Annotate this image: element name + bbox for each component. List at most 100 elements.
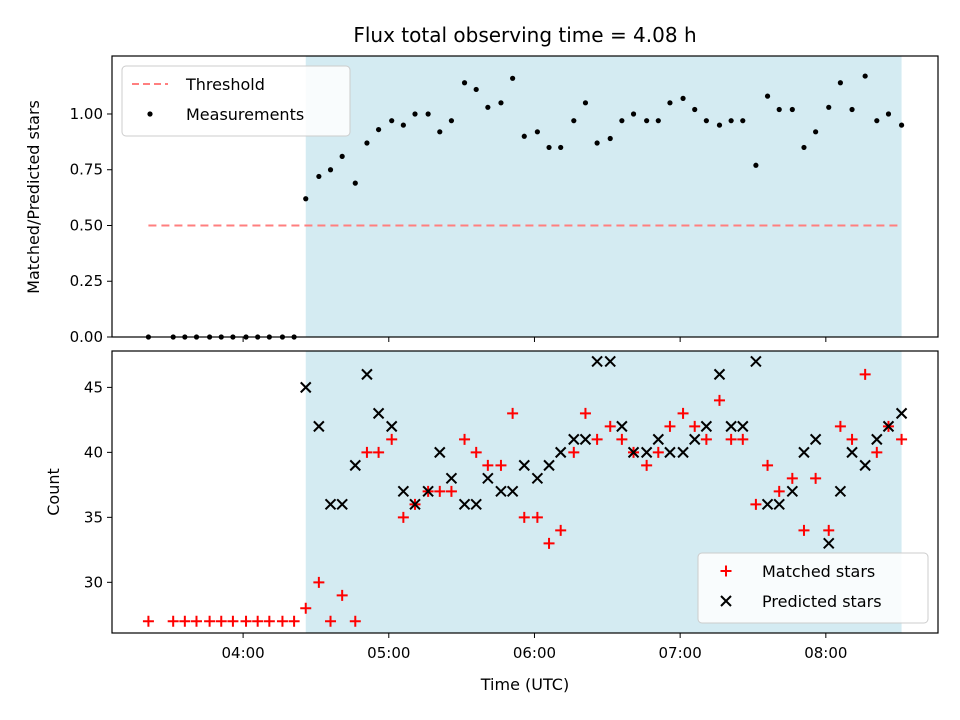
data-point-matched-stars	[215, 615, 227, 627]
data-point-matched-stars	[604, 420, 616, 432]
data-point-measurements	[885, 111, 892, 117]
y-tick-label: 45	[84, 378, 103, 396]
x-tick-label: 08:00	[804, 644, 847, 662]
data-point-predicted-stars	[859, 459, 871, 472]
data-point-predicted-stars	[677, 446, 689, 459]
data-point-measurements	[534, 129, 540, 135]
data-point-matched-stars	[263, 615, 275, 627]
data-point-measurements	[630, 111, 637, 117]
data-point-measurements	[412, 111, 418, 117]
data-point-matched-stars	[240, 615, 252, 627]
data-point-matched-stars	[204, 615, 216, 627]
data-point-predicted-stars	[591, 355, 603, 368]
data-point-measurements	[327, 167, 334, 173]
data-point-matched-stars	[349, 615, 361, 627]
y-tick-label: 0.75	[70, 161, 103, 179]
data-point-predicted-stars	[786, 485, 799, 498]
data-point-measurements	[571, 118, 577, 124]
y-tick-label: 0.00	[70, 328, 103, 346]
plot-frame	[111, 350, 939, 634]
data-point-measurements	[740, 118, 746, 124]
data-point-matched-stars	[834, 420, 846, 432]
data-point-measurements	[303, 196, 309, 202]
y-tick-label: 1.00	[70, 105, 103, 123]
data-point-measurements	[400, 122, 406, 128]
data-point-matched-stars	[179, 615, 191, 627]
legend-swatch-matched-stars	[720, 565, 732, 577]
data-point-measurements	[753, 162, 759, 168]
data-point-matched-stars	[725, 433, 737, 445]
data-point-predicted-stars	[652, 433, 665, 446]
data-point-predicted-stars	[422, 485, 434, 498]
data-point-predicted-stars	[664, 446, 676, 459]
data-point-matched-stars	[313, 576, 325, 588]
data-point-matched-stars	[591, 433, 603, 445]
data-point-predicted-stars	[809, 433, 822, 446]
series-measurements	[145, 73, 905, 340]
data-point-predicted-stars	[579, 433, 592, 446]
data-point-measurements	[826, 104, 832, 110]
data-point-matched-stars	[543, 537, 555, 549]
data-point-matched-stars	[689, 420, 701, 432]
data-point-matched-stars	[288, 615, 300, 627]
data-point-matched-stars	[786, 472, 798, 484]
data-point-measurements	[898, 122, 905, 128]
data-point-measurements	[498, 100, 504, 106]
data-point-matched-stars	[773, 485, 785, 497]
data-point-matched-stars	[798, 524, 810, 536]
data-point-predicted-stars	[409, 498, 421, 511]
data-point-measurements	[485, 104, 491, 110]
data-point-matched-stars	[470, 446, 482, 458]
data-point-predicted-stars	[361, 368, 373, 381]
legend-label: Matched stars	[762, 562, 875, 581]
data-point-matched-stars	[325, 615, 337, 627]
data-point-matched-stars	[713, 394, 725, 406]
data-point-matched-stars	[386, 433, 398, 445]
data-point-predicted-stars	[506, 485, 519, 498]
data-point-measurements	[558, 144, 564, 151]
x-tick-label: 06:00	[513, 644, 556, 662]
data-point-matched-stars	[823, 524, 835, 536]
data-point-predicted-stars	[737, 420, 749, 433]
data-point-matched-stars	[859, 368, 871, 380]
data-point-predicted-stars	[568, 433, 580, 446]
data-point-predicted-stars	[895, 407, 908, 420]
data-point-measurements	[644, 118, 650, 124]
data-point-measurements	[461, 80, 468, 86]
data-point-matched-stars	[167, 615, 179, 627]
data-point-predicted-stars	[336, 498, 348, 511]
data-point-measurements	[716, 122, 723, 128]
data-point-measurements	[680, 95, 686, 101]
data-point-measurements	[619, 118, 625, 124]
data-point-matched-stars	[190, 615, 202, 627]
data-point-matched-stars	[810, 472, 822, 484]
data-point-measurements	[837, 80, 843, 86]
data-point-measurements	[521, 133, 527, 139]
data-point-predicted-stars	[385, 420, 398, 433]
plot-frame	[111, 55, 939, 338]
data-point-matched-stars	[373, 446, 385, 458]
x-tick-label: 07:00	[659, 644, 702, 662]
data-point-predicted-stars	[798, 446, 810, 459]
x-axis-label: Time (UTC)	[480, 675, 569, 694]
data-point-matched-stars	[664, 420, 676, 432]
y-tick-label: 40	[84, 443, 103, 461]
data-point-predicted-stars	[458, 498, 471, 511]
data-point-measurements	[703, 118, 709, 124]
y-tick-label: 35	[84, 508, 103, 526]
data-point-predicted-stars	[543, 459, 555, 472]
series-predicted-stars	[300, 355, 908, 550]
data-point-predicted-stars	[700, 420, 713, 433]
data-point-measurements	[849, 106, 855, 113]
data-point-measurements	[352, 180, 358, 186]
data-point-measurements	[801, 144, 807, 151]
data-point-matched-stars	[252, 615, 264, 627]
data-point-measurements	[473, 86, 479, 93]
data-point-measurements	[437, 129, 443, 135]
data-point-matched-stars	[227, 615, 239, 627]
data-point-matched-stars	[871, 446, 883, 458]
data-point-matched-stars	[495, 459, 507, 471]
data-point-measurements	[364, 140, 370, 146]
data-point-matched-stars	[482, 459, 494, 471]
